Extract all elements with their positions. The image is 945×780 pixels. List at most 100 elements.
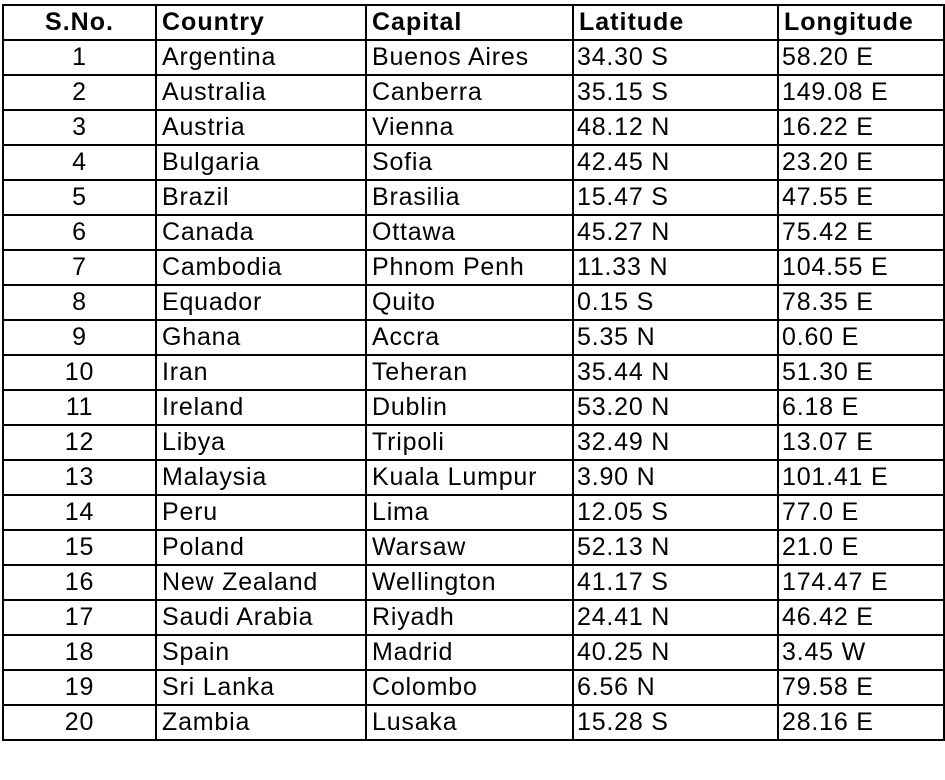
cell-country: Ireland <box>155 389 367 426</box>
cell-capital: Phnom Penh <box>365 249 574 286</box>
cell-latitude: 12.05 S <box>572 494 779 531</box>
cell-latitude: 41.17 S <box>572 564 779 601</box>
cell-capital: Lusaka <box>365 704 574 741</box>
cell-longitude: 79.58 E <box>777 669 945 706</box>
cell-latitude: 0.15 S <box>572 284 779 321</box>
cell-latitude: 40.25 N <box>572 634 779 671</box>
cell-latitude: 15.47 S <box>572 179 779 216</box>
cell-sno: 5 <box>2 179 157 216</box>
cell-longitude: 77.0 E <box>777 494 945 531</box>
cell-longitude: 23.20 E <box>777 144 945 181</box>
cell-country: Malaysia <box>155 459 367 496</box>
cell-latitude: 35.44 N <box>572 354 779 391</box>
cell-country: Sri Lanka <box>155 669 367 706</box>
cell-country: Canada <box>155 214 367 251</box>
cell-sno: 3 <box>2 109 157 146</box>
cell-longitude: 21.0 E <box>777 529 945 566</box>
cell-capital: Ottawa <box>365 214 574 251</box>
header-sno: S.No. <box>2 4 157 41</box>
cell-latitude: 45.27 N <box>572 214 779 251</box>
cell-sno: 11 <box>2 389 157 426</box>
cell-capital: Lima <box>365 494 574 531</box>
cell-longitude: 3.45 W <box>777 634 945 671</box>
cell-longitude: 78.35 E <box>777 284 945 321</box>
header-capital: Capital <box>365 4 574 41</box>
cell-country: Peru <box>155 494 367 531</box>
header-latitude: Latitude <box>572 4 779 41</box>
cell-capital: Buenos Aires <box>365 39 574 76</box>
cell-sno: 16 <box>2 564 157 601</box>
table-row: 4 Bulgaria Sofia 42.45 N 23.20 E <box>2 144 945 181</box>
table-row: 16 New Zealand Wellington 41.17 S 174.47 E <box>2 564 945 601</box>
cell-latitude: 52.13 N <box>572 529 779 566</box>
cell-country: New Zealand <box>155 564 367 601</box>
cell-longitude: 46.42 E <box>777 599 945 636</box>
table-row: 3 Austria Vienna 48.12 N 16.22 E <box>2 109 945 146</box>
cell-latitude: 15.28 S <box>572 704 779 741</box>
cell-country: Zambia <box>155 704 367 741</box>
cell-longitude: 16.22 E <box>777 109 945 146</box>
table-row: 5 Brazil Brasilia 15.47 S 47.55 E <box>2 179 945 216</box>
cell-capital: Canberra <box>365 74 574 111</box>
table-row: 17 Saudi Arabia Riyadh 24.41 N 46.42 E <box>2 599 945 636</box>
cell-longitude: 28.16 E <box>777 704 945 741</box>
cell-sno: 8 <box>2 284 157 321</box>
cell-country: Equador <box>155 284 367 321</box>
cell-sno: 15 <box>2 529 157 566</box>
table-row: 20 Zambia Lusaka 15.28 S 28.16 E <box>2 704 945 741</box>
cell-capital: Tripoli <box>365 424 574 461</box>
table-row: 2 Australia Canberra 35.15 S 149.08 E <box>2 74 945 111</box>
cell-latitude: 24.41 N <box>572 599 779 636</box>
cell-longitude: 174.47 E <box>777 564 945 601</box>
cell-capital: Dublin <box>365 389 574 426</box>
cell-longitude: 13.07 E <box>777 424 945 461</box>
cell-country: Brazil <box>155 179 367 216</box>
header-row: S.No. Country Capital Latitude Longitude <box>2 4 945 41</box>
cell-capital: Vienna <box>365 109 574 146</box>
cell-capital: Teheran <box>365 354 574 391</box>
cell-capital: Madrid <box>365 634 574 671</box>
table-row: 9 Ghana Accra 5.35 N 0.60 E <box>2 319 945 356</box>
header-longitude: Longitude <box>777 4 945 41</box>
cell-latitude: 11.33 N <box>572 249 779 286</box>
table-row: 10 Iran Teheran 35.44 N 51.30 E <box>2 354 945 391</box>
cell-sno: 7 <box>2 249 157 286</box>
table-row: 19 Sri Lanka Colombo 6.56 N 79.58 E <box>2 669 945 706</box>
cell-latitude: 53.20 N <box>572 389 779 426</box>
cell-sno: 17 <box>2 599 157 636</box>
cell-country: Bulgaria <box>155 144 367 181</box>
cell-latitude: 3.90 N <box>572 459 779 496</box>
cell-sno: 20 <box>2 704 157 741</box>
cell-capital: Sofia <box>365 144 574 181</box>
cell-capital: Brasilia <box>365 179 574 216</box>
cell-latitude: 35.15 S <box>572 74 779 111</box>
cell-longitude: 51.30 E <box>777 354 945 391</box>
cell-longitude: 58.20 E <box>777 39 945 76</box>
cell-capital: Accra <box>365 319 574 356</box>
cell-latitude: 5.35 N <box>572 319 779 356</box>
cell-country: Ghana <box>155 319 367 356</box>
table-row: 13 Malaysia Kuala Lumpur 3.90 N 101.41 E <box>2 459 945 496</box>
table-row: 15 Poland Warsaw 52.13 N 21.0 E <box>2 529 945 566</box>
cell-longitude: 75.42 E <box>777 214 945 251</box>
table-row: 6 Canada Ottawa 45.27 N 75.42 E <box>2 214 945 251</box>
cell-country: Spain <box>155 634 367 671</box>
cell-country: Iran <box>155 354 367 391</box>
cell-capital: Kuala Lumpur <box>365 459 574 496</box>
cell-longitude: 149.08 E <box>777 74 945 111</box>
cell-longitude: 47.55 E <box>777 179 945 216</box>
cell-sno: 1 <box>2 39 157 76</box>
cell-capital: Riyadh <box>365 599 574 636</box>
cell-sno: 2 <box>2 74 157 111</box>
cell-longitude: 6.18 E <box>777 389 945 426</box>
cell-capital: Colombo <box>365 669 574 706</box>
cell-latitude: 32.49 N <box>572 424 779 461</box>
cell-capital: Warsaw <box>365 529 574 566</box>
cell-sno: 6 <box>2 214 157 251</box>
cell-capital: Wellington <box>365 564 574 601</box>
table-row: 12 Libya Tripoli 32.49 N 13.07 E <box>2 424 945 461</box>
header-country: Country <box>155 4 367 41</box>
cell-latitude: 34.30 S <box>572 39 779 76</box>
table-row: 18 Spain Madrid 40.25 N 3.45 W <box>2 634 945 671</box>
table-row: 11 Ireland Dublin 53.20 N 6.18 E <box>2 389 945 426</box>
